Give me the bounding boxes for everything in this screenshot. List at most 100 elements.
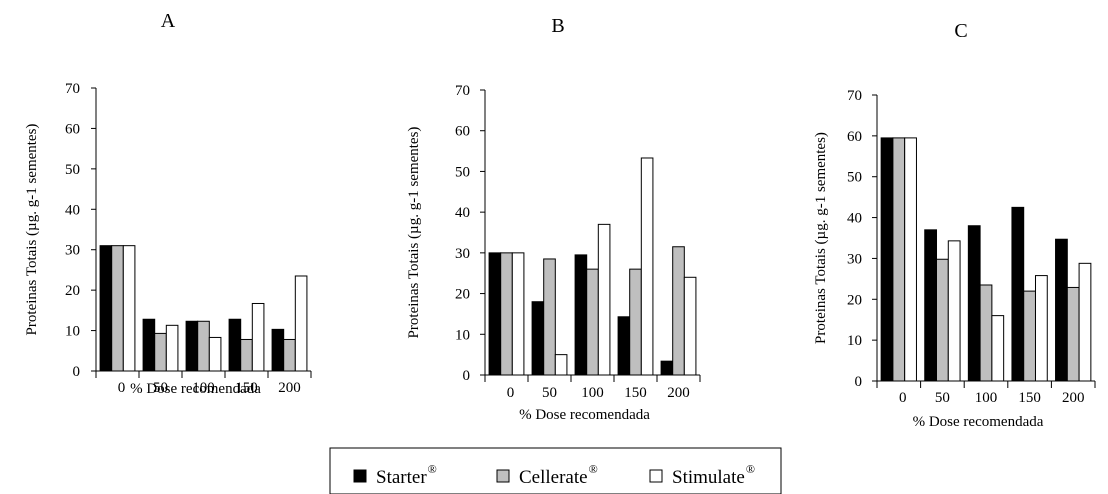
y-tick-label: 20 bbox=[455, 287, 470, 303]
bar-cellerate bbox=[672, 246, 685, 376]
bar-stimulate bbox=[294, 275, 308, 372]
y-tick-label: 0 bbox=[73, 364, 81, 380]
legend-registered-mark: ® bbox=[428, 462, 437, 476]
bar-cellerate bbox=[240, 338, 253, 372]
bar-cellerate bbox=[500, 252, 513, 376]
legend-swatch-cellerate bbox=[496, 469, 510, 483]
bar-starter bbox=[1011, 206, 1025, 382]
x-tick-label: 50 bbox=[153, 380, 168, 396]
y-tick-label: 0 bbox=[463, 368, 471, 384]
y-tick-label: 20 bbox=[65, 283, 80, 299]
legend-swatch-stimulate bbox=[649, 469, 663, 483]
bar-stimulate bbox=[208, 336, 222, 372]
bar-stimulate bbox=[597, 223, 611, 376]
chart-panel-c: C 0 10 20 30 40 50 60 70 0 50 100 150 200 % Dose recom… bbox=[813, 20, 1096, 430]
x-tick-label: 150 bbox=[235, 380, 258, 396]
legend-label-starter: Starter bbox=[376, 467, 427, 488]
x-tick-label: 200 bbox=[667, 385, 690, 401]
bar-stimulate bbox=[511, 252, 525, 376]
bar-stimulate bbox=[1078, 262, 1092, 382]
y-tick-label: 70 bbox=[455, 83, 470, 99]
y-tick-label: 60 bbox=[455, 124, 470, 140]
y-tick-label: 30 bbox=[65, 243, 80, 259]
bar-stimulate bbox=[251, 302, 265, 372]
legend-swatch-starter bbox=[353, 469, 367, 483]
x-tick-label: 50 bbox=[542, 385, 557, 401]
y-tick-label: 40 bbox=[847, 211, 862, 227]
x-axis-label: % Dose recomendada bbox=[130, 381, 261, 397]
bar-starter bbox=[142, 318, 156, 372]
bar-starter bbox=[574, 254, 588, 376]
bar-starter bbox=[924, 229, 938, 382]
legend-registered-mark: ® bbox=[746, 462, 755, 476]
bar-cellerate bbox=[1066, 286, 1080, 382]
bar-stimulate bbox=[122, 245, 136, 372]
bar-cellerate bbox=[1023, 290, 1036, 382]
bar-starter bbox=[488, 252, 502, 376]
panel-title: C bbox=[954, 20, 967, 42]
bar-stimulate bbox=[640, 157, 654, 376]
x-axis-label: % Dose recomendada bbox=[519, 407, 650, 423]
legend: Starter ® Cellerate ® Stimulate ® bbox=[329, 447, 782, 494]
y-tick-label: 70 bbox=[65, 81, 80, 97]
bar-stimulate bbox=[904, 137, 917, 382]
x-axis-label: % Dose recomendada bbox=[913, 414, 1044, 430]
bar-stimulate bbox=[991, 315, 1005, 382]
legend-label-cellerate: Cellerate bbox=[519, 467, 588, 488]
bar-cellerate bbox=[586, 268, 599, 376]
bar-cellerate bbox=[283, 338, 296, 372]
y-tick-label: 10 bbox=[65, 324, 80, 340]
bar-cellerate bbox=[979, 284, 993, 382]
bar-stimulate bbox=[1034, 275, 1048, 382]
bar-starter bbox=[99, 245, 113, 372]
y-axis-label: Proteinas Totais (µg. g-1 sementes) bbox=[406, 127, 422, 339]
chart-panel-b: B 0 10 20 30 40 50 60 70 0 50 100 150 200 % Dose recom… bbox=[406, 15, 701, 423]
panel-title: A bbox=[161, 10, 176, 32]
bar-stimulate bbox=[165, 324, 179, 372]
x-tick-label: 100 bbox=[581, 385, 604, 401]
y-axis-label: Proteinas Totais (µg. g-1 sementes) bbox=[24, 124, 40, 336]
x-tick-label: 0 bbox=[507, 385, 515, 401]
y-tick-label: 10 bbox=[455, 327, 470, 343]
bar-starter bbox=[880, 137, 894, 382]
bar-starter bbox=[1055, 238, 1068, 382]
legend-registered-mark: ® bbox=[589, 462, 598, 476]
x-tick-label: 0 bbox=[899, 390, 907, 406]
x-tick-label: 100 bbox=[975, 390, 998, 406]
bar-cellerate bbox=[111, 245, 124, 372]
y-tick-label: 40 bbox=[455, 205, 470, 221]
y-tick-label: 60 bbox=[65, 121, 80, 137]
bar-cellerate bbox=[197, 320, 210, 372]
bar-starter bbox=[185, 320, 199, 372]
x-tick-label: 0 bbox=[118, 380, 126, 396]
y-tick-label: 50 bbox=[455, 164, 470, 180]
panel-title: B bbox=[551, 15, 564, 37]
y-tick-label: 20 bbox=[847, 292, 862, 308]
y-tick-label: 50 bbox=[847, 170, 862, 186]
y-axis-label: Proteinas Totais (µg. g-1 sementes) bbox=[813, 132, 829, 344]
y-tick-label: 30 bbox=[847, 251, 862, 267]
y-tick-label: 60 bbox=[847, 129, 862, 145]
bar-starter bbox=[660, 360, 674, 376]
bar-cellerate bbox=[154, 332, 167, 372]
legend-box bbox=[329, 447, 782, 494]
y-tick-label: 40 bbox=[65, 202, 80, 218]
legend-label-stimulate: Stimulate bbox=[672, 467, 745, 488]
x-tick-label: 200 bbox=[278, 380, 301, 396]
bar-starter bbox=[531, 301, 545, 376]
x-tick-label: 200 bbox=[1062, 390, 1085, 406]
bar-starter bbox=[228, 318, 242, 372]
bar-stimulate bbox=[947, 240, 961, 382]
bar-starter bbox=[967, 225, 981, 382]
bar-cellerate bbox=[892, 137, 906, 382]
chart-panel-a: A 0 10 20 30 40 50 60 70 0 50 100 150 200 % Dose recom… bbox=[24, 10, 312, 397]
x-tick-label: 50 bbox=[935, 390, 950, 406]
bar-starter bbox=[617, 316, 631, 376]
y-tick-label: 10 bbox=[847, 333, 862, 349]
bar-starter bbox=[271, 328, 285, 372]
bar-cellerate bbox=[629, 268, 642, 376]
y-tick-label: 30 bbox=[455, 246, 470, 262]
y-tick-label: 50 bbox=[65, 162, 80, 178]
x-tick-label: 150 bbox=[624, 385, 647, 401]
